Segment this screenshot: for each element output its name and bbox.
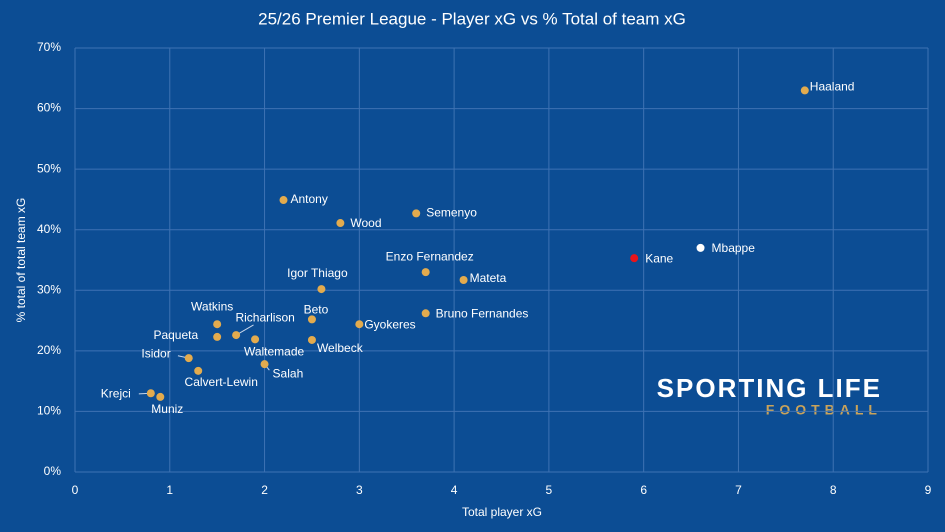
x-axis-label: Total player xG <box>462 505 542 519</box>
point-label: Wood <box>350 216 381 230</box>
point <box>251 335 260 344</box>
point <box>459 275 468 284</box>
x-tick-label: 1 <box>166 483 173 497</box>
point <box>260 360 269 369</box>
point <box>232 331 241 340</box>
point <box>194 366 203 375</box>
point-label: Richarlison <box>235 310 294 324</box>
brand-name: SPORTING LIFE <box>657 373 882 403</box>
y-tick-label: 50% <box>37 161 61 175</box>
point-label: Semenyo <box>426 206 477 220</box>
x-tick-label: 0 <box>72 483 79 497</box>
point-label: Gyokeres <box>364 317 415 331</box>
point-label: Muniz <box>151 402 183 416</box>
y-tick-label: 20% <box>37 343 61 357</box>
point <box>279 196 288 205</box>
point <box>307 335 316 344</box>
point-label: Salah <box>273 366 304 380</box>
point <box>213 332 222 341</box>
point <box>307 315 316 324</box>
point <box>800 86 809 95</box>
point <box>184 354 193 363</box>
point <box>355 320 364 329</box>
y-tick-label: 0% <box>44 464 62 478</box>
point-label: Krejci <box>101 386 131 400</box>
x-tick-label: 7 <box>735 483 742 497</box>
x-tick-label: 2 <box>261 483 268 497</box>
point-label: Kane <box>645 251 673 265</box>
x-tick-label: 8 <box>830 483 837 497</box>
point-label: Calvert-Lewin <box>185 375 258 389</box>
point-label: Bruno Fernandes <box>436 306 529 320</box>
brand-tagline: FOOTBALL <box>766 402 882 418</box>
point-label: Beto <box>304 303 329 317</box>
point-label: Mateta <box>470 271 507 285</box>
point-label: Mbappe <box>712 241 756 255</box>
point <box>696 243 705 252</box>
point <box>317 285 326 294</box>
point <box>421 268 430 277</box>
point-label: Paqueta <box>153 328 198 342</box>
y-tick-label: 40% <box>37 222 61 236</box>
point-label: Isidor <box>141 346 170 360</box>
chart-title: 25/26 Premier League - Player xG vs % To… <box>258 9 686 28</box>
y-axis-label: % total of total team xG <box>14 198 28 323</box>
y-tick-label: 10% <box>37 404 61 418</box>
x-tick-label: 3 <box>356 483 363 497</box>
x-tick-label: 6 <box>640 483 647 497</box>
x-tick-label: 9 <box>925 483 932 497</box>
point-label: Welbeck <box>317 341 364 355</box>
y-tick-label: 60% <box>37 101 61 115</box>
point <box>146 389 155 398</box>
point-label: Enzo Fernandez <box>386 249 474 263</box>
point-label: Waltemade <box>244 345 305 359</box>
point <box>412 209 421 218</box>
point-label: Watkins <box>191 299 233 313</box>
point <box>213 320 222 329</box>
point-label: Igor Thiago <box>287 266 348 280</box>
point-label: Haaland <box>810 80 855 94</box>
y-tick-label: 70% <box>37 40 61 54</box>
x-tick-label: 5 <box>546 483 553 497</box>
point <box>156 392 165 401</box>
x-tick-label: 4 <box>451 483 458 497</box>
point <box>421 309 430 318</box>
point <box>630 254 639 263</box>
point <box>336 219 345 228</box>
point-label: Antony <box>291 192 328 206</box>
y-tick-label: 30% <box>37 282 61 296</box>
